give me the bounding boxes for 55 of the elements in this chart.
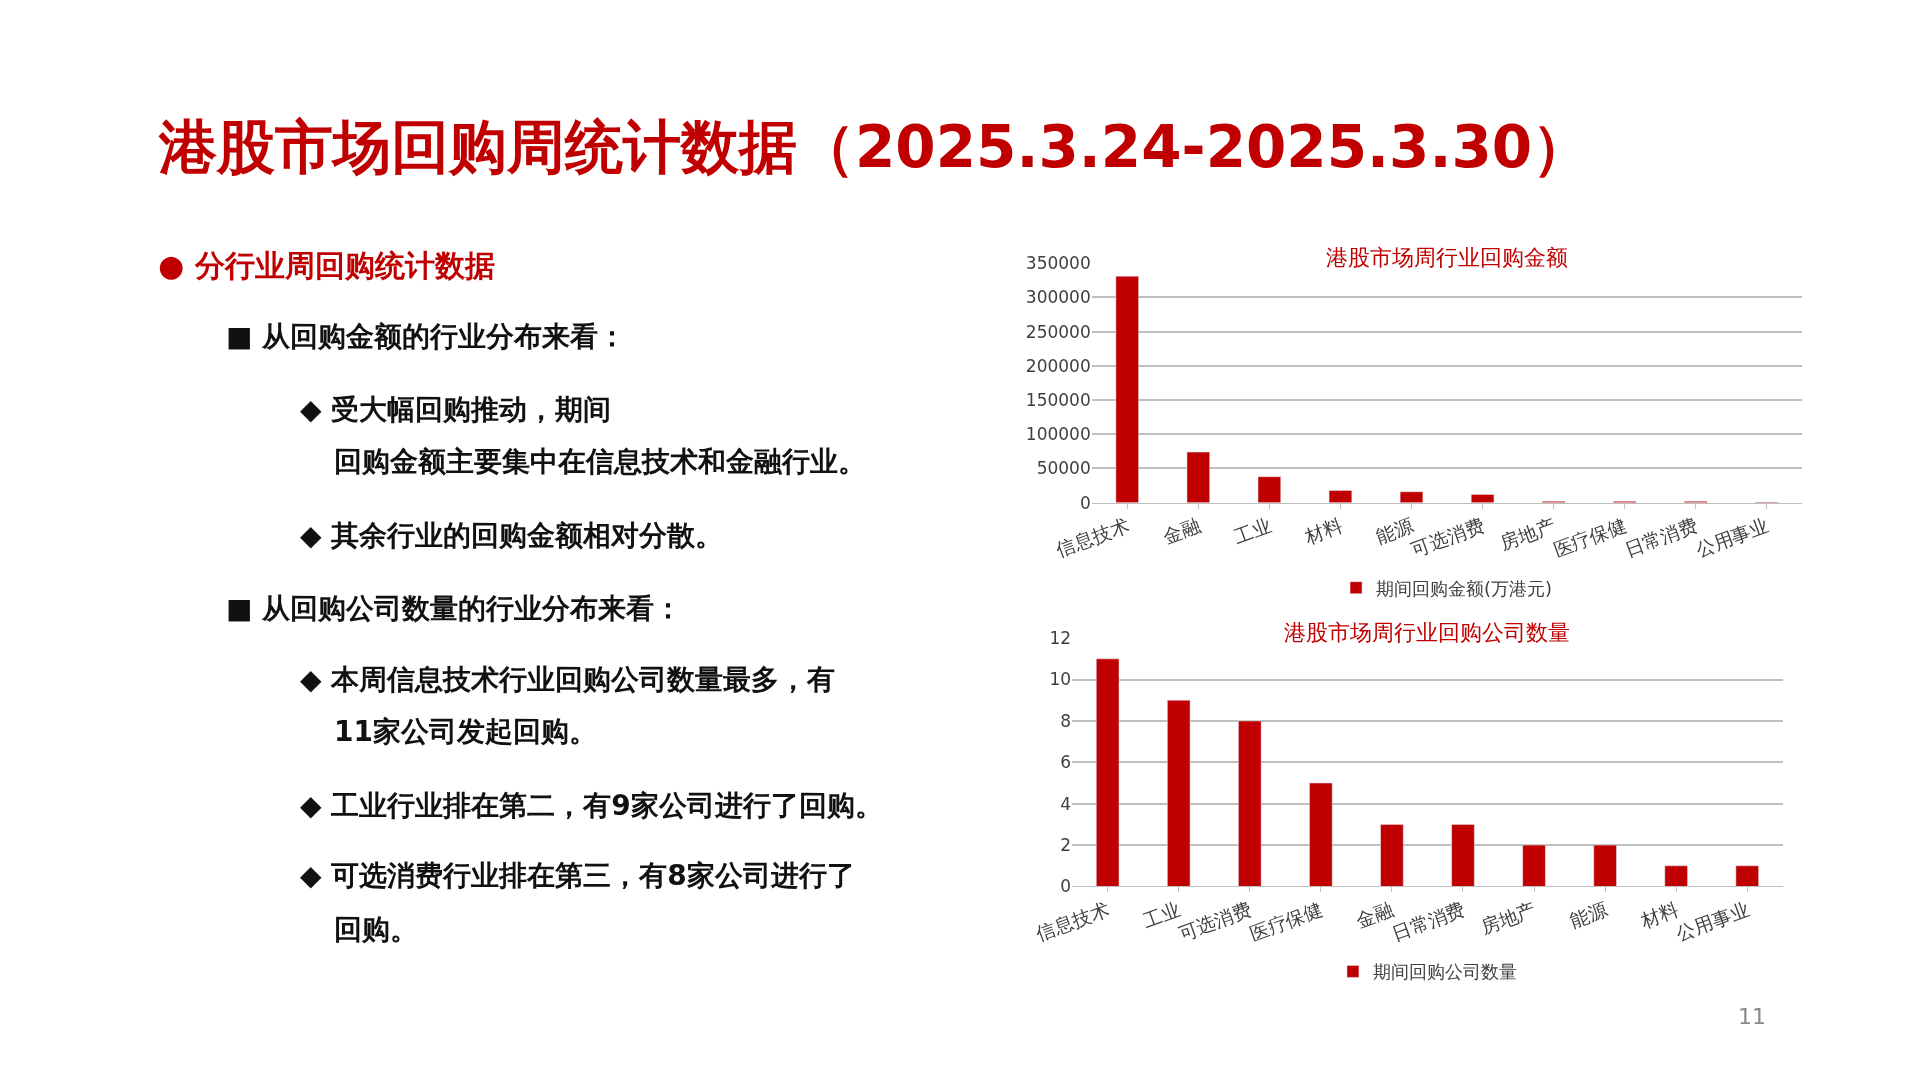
bar: [1399, 491, 1424, 503]
text: ■ 从回购公司数量的行业分布来看：: [226, 592, 683, 625]
bar: [1186, 451, 1210, 503]
text: ◆ 其余行业的回购金额相对分散。: [300, 519, 724, 552]
chart-title: 港股市场周行业回购公司数量: [1284, 620, 1570, 645]
x-tick-label: 材料: [1300, 514, 1346, 549]
legend-label: 期间回购金额(万港元): [1376, 577, 1553, 599]
y-tick-label: 8: [1060, 710, 1072, 731]
text: ◆ 本周信息技术行业回购公司数量最多，有: [300, 663, 836, 696]
text: 港股市场回购周统计数据（2025.3.24-2025.3.30）: [158, 113, 1591, 181]
y-tick-label: 50000: [1036, 458, 1091, 479]
bar: [1380, 824, 1404, 887]
text: 11家公司发起回购。: [334, 715, 597, 748]
y-tick-label: 0: [1060, 876, 1072, 897]
y-tick-label: 300000: [1025, 287, 1091, 308]
text: 11: [1738, 1004, 1766, 1029]
bar: [1735, 865, 1759, 887]
bar: [1664, 865, 1688, 887]
text: ◆ 可选消费行业排在第三，有8家公司进行了: [300, 859, 855, 892]
bar: [1451, 824, 1475, 887]
text: ● 分行业周回购统计数据: [158, 248, 495, 283]
x-tick-label: 信息技术: [1052, 514, 1132, 561]
text: ■ 从回购金额的行业分布来看：: [226, 320, 627, 353]
bar: [1167, 699, 1191, 887]
text: ◆ 工业行业排在第二，有9家公司进行了回购。: [300, 789, 883, 822]
bar: [1522, 844, 1546, 887]
y-tick-label: 10: [1049, 669, 1072, 690]
y-tick-label: 0: [1079, 492, 1091, 513]
y-tick-label: 6: [1060, 752, 1072, 773]
x-tick-label: 工业: [1230, 514, 1274, 548]
bar: [1328, 490, 1353, 503]
text: ◆ 受大幅回购推动，期间: [300, 393, 612, 426]
y-tick-label: 2: [1060, 835, 1072, 856]
bar: [1470, 494, 1495, 503]
y-tick-label: 4: [1060, 793, 1072, 814]
bar: [1115, 275, 1139, 503]
y-tick-label: 150000: [1025, 390, 1091, 411]
legend-label: 期间回购公司数量: [1372, 961, 1517, 983]
text: 回购。: [334, 913, 418, 946]
x-tick-label: 能源: [1566, 897, 1610, 932]
bar: [1257, 476, 1281, 503]
y-tick-label: 100000: [1025, 424, 1091, 445]
y-tick-label: 200000: [1025, 355, 1091, 376]
bar: [1096, 658, 1120, 887]
bar: [1238, 720, 1262, 887]
text: 回购金额主要集中在信息技术和金融行业。: [334, 445, 866, 478]
bar: [1309, 782, 1333, 887]
y-tick-label: 12: [1049, 628, 1072, 649]
y-tick-label: 350000: [1025, 253, 1091, 274]
bar: [1593, 844, 1617, 887]
x-tick-label: 信息技术: [1033, 897, 1113, 945]
y-tick-label: 250000: [1025, 321, 1091, 342]
x-tick-label: 金融: [1159, 514, 1203, 548]
chart-title: 港股市场周行业回购金额: [1326, 245, 1568, 270]
x-tick-label: 房地产: [1477, 897, 1539, 938]
